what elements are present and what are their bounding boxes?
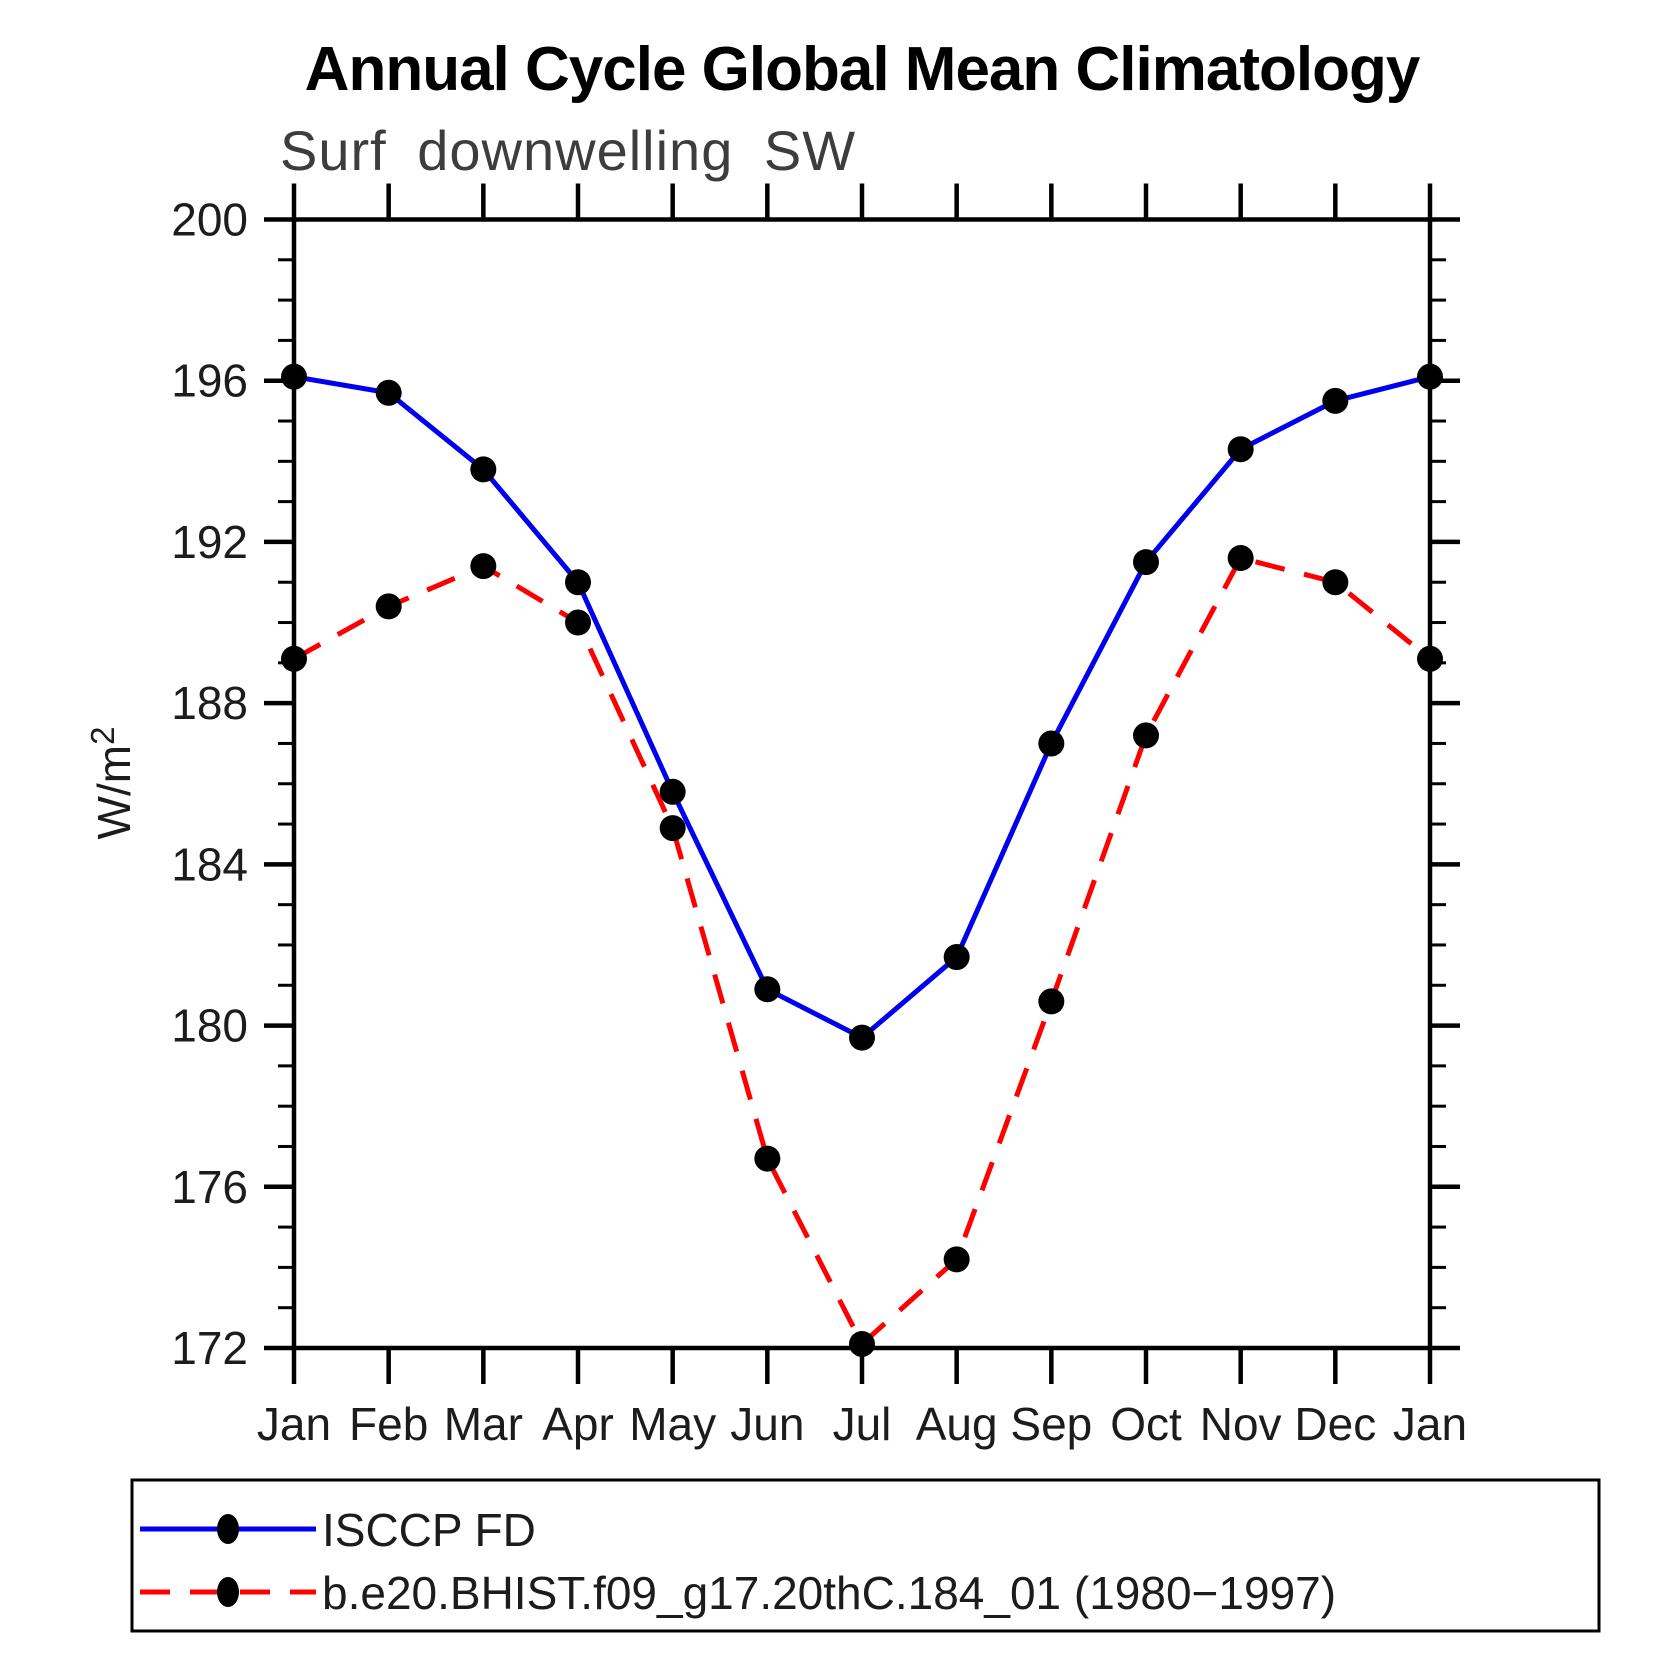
legend-items: ISCCP FD b.e20.BHIST.f09_g17.20thC.184_01… <box>140 1504 1336 1619</box>
axis-ticks <box>264 183 1460 1384</box>
legend-label: ISCCP FD <box>322 1504 536 1556</box>
data-point-obs-nov <box>1227 436 1254 463</box>
data-point-obs-may <box>659 778 686 805</box>
data-point-obs-jun <box>754 976 781 1003</box>
data-point-model-jul <box>849 1330 875 1357</box>
y-tick-label: 180 <box>171 1000 248 1052</box>
data-point-obs-aug <box>943 944 970 971</box>
chart-subtitle: Surf downwelling SW <box>280 119 856 182</box>
data-point-obs-dec <box>1322 387 1349 414</box>
data-point-model-jan <box>281 645 307 672</box>
data-point-model-oct <box>1133 722 1159 749</box>
x-tick-label: Jul <box>833 1398 892 1450</box>
plot-frame <box>291 217 1433 1351</box>
y-tick-label: 192 <box>171 516 248 568</box>
x-tick-label: Jan <box>257 1398 331 1450</box>
data-point-model-may <box>659 815 686 842</box>
data-point-model-sep <box>1038 988 1065 1015</box>
x-tick-label: Nov <box>1200 1398 1282 1450</box>
x-axis-tick-labels: Jan Feb Mar Apr May Jun Jul Aug Sep Oct Nov Dec Jan <box>257 1398 1467 1450</box>
x-tick-label: Jan <box>1393 1398 1467 1450</box>
data-point-obs-jul <box>849 1024 875 1051</box>
x-tick-label: Jun <box>730 1398 804 1450</box>
legend-swatch-marker <box>217 1514 239 1544</box>
data-point-model-apr <box>565 609 591 636</box>
y-axis-unit-base: W/m <box>88 745 140 840</box>
y-tick-label: 184 <box>171 838 248 890</box>
data-point-model-feb <box>375 593 402 620</box>
data-point-model-nov <box>1227 545 1254 572</box>
legend: ISCCP FD b.e20.BHIST.f09_g17.20thC.184_01… <box>130 1478 1601 1633</box>
data-point-model-jun <box>754 1145 781 1172</box>
y-tick-label: 196 <box>171 355 248 407</box>
data-point-model-dec <box>1322 569 1349 596</box>
data-series <box>281 363 1443 1357</box>
data-point-obs-jan <box>1417 363 1443 390</box>
y-axis-unit-label: W/m2 <box>84 727 140 840</box>
x-tick-label: Oct <box>1110 1398 1182 1450</box>
y-tick-label: 188 <box>171 677 248 729</box>
data-point-obs-feb <box>375 379 402 406</box>
series-line-model <box>292 555 1432 1348</box>
x-tick-label: Aug <box>916 1398 998 1450</box>
data-point-model-mar <box>470 553 497 580</box>
x-tick-label: Sep <box>1010 1398 1092 1450</box>
x-tick-label: Apr <box>542 1398 614 1450</box>
data-point-obs-mar <box>470 456 497 483</box>
y-tick-label: 200 <box>171 194 248 246</box>
y-axis-unit-superscript: 2 <box>84 727 121 745</box>
series-line-obs <box>293 374 1431 1041</box>
data-point-obs-sep <box>1038 730 1065 757</box>
x-tick-label: Mar <box>444 1398 523 1450</box>
data-point-obs-jan <box>281 363 307 390</box>
data-point-model-jan <box>1417 645 1443 672</box>
data-point-obs-oct <box>1133 549 1159 576</box>
legend-box <box>130 1478 1601 1633</box>
chart-title: Annual Cycle Global Mean Climatology <box>305 35 1421 104</box>
data-point-obs-apr <box>565 569 591 596</box>
y-tick-label: 176 <box>171 1161 248 1213</box>
data-point-model-aug <box>943 1246 970 1273</box>
x-tick-label: Feb <box>349 1398 428 1450</box>
legend-swatch-marker <box>217 1577 239 1607</box>
x-tick-label: May <box>629 1398 716 1450</box>
y-axis-tick-labels: 200 196 192 188 184 180 176 172 <box>171 194 248 1375</box>
x-tick-label: Dec <box>1294 1398 1376 1450</box>
y-tick-label: 172 <box>171 1322 248 1374</box>
legend-label: b.e20.BHIST.f09_g17.20thC.184_01 (1980−1… <box>322 1567 1336 1619</box>
